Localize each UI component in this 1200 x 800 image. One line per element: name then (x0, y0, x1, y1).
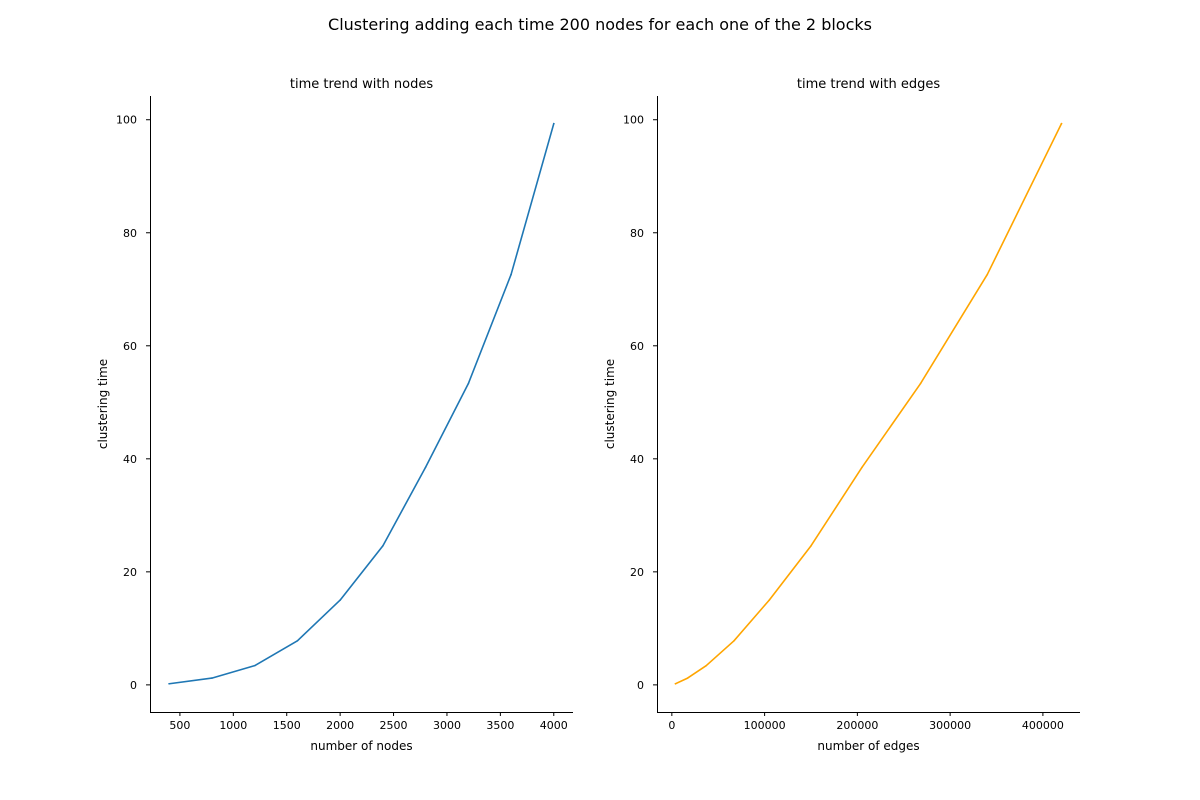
data-point (861, 466, 863, 469)
y-ticks: 0 20 40 60 80 100 (623, 114, 657, 692)
data-point (986, 273, 989, 276)
x-tick-label: 100000 (744, 719, 786, 732)
y-tick-label: 0 (637, 679, 644, 692)
y-tick-label: 20 (630, 566, 644, 579)
data-point (810, 545, 812, 547)
y-tick-label: 80 (630, 227, 644, 240)
x-ticks: 0 100000 200000 300000 400000 (668, 712, 1064, 732)
y-axis-label: clustering time (96, 359, 110, 449)
plot-area (168, 122, 555, 685)
x-tick-label: 400000 (1022, 719, 1064, 732)
data-point (705, 664, 707, 667)
data-point (168, 682, 171, 685)
x-tick-label: 500 (169, 719, 190, 732)
data-point (552, 122, 555, 125)
x-axis-label: number of edges (817, 739, 919, 753)
data-point (768, 599, 771, 601)
y-axis-label: clustering time (603, 359, 617, 449)
series-line (674, 122, 1063, 685)
x-tick-label: 200000 (836, 719, 878, 732)
x-tick-label: 1000 (219, 719, 247, 732)
x-tick-label: 4000 (540, 719, 568, 732)
y-tick-label: 40 (123, 453, 137, 466)
data-point (424, 466, 427, 469)
data-point (296, 639, 299, 642)
x-axis-label: number of nodes (310, 739, 412, 753)
plot-area (674, 122, 1063, 685)
y-tick-label: 60 (630, 340, 644, 353)
x-tick-label: 1500 (273, 719, 301, 732)
x-tick-label: 3500 (486, 719, 514, 732)
data-point (1060, 122, 1063, 125)
data-point (211, 677, 213, 679)
axes-title: time trend with nodes (290, 77, 433, 92)
axes-nodes: time trend with nodes number of nodes cl… (96, 77, 573, 753)
data-point (253, 664, 256, 667)
x-tick-label: 300000 (929, 719, 971, 732)
data-point (510, 273, 512, 276)
x-ticks: 500 1000 1500 2000 2500 3000 3500 4000 (169, 712, 568, 732)
data-point (674, 682, 677, 685)
y-tick-label: 100 (116, 114, 137, 127)
data-point (733, 639, 735, 642)
y-tick-label: 0 (130, 679, 137, 692)
axes-title: time trend with edges (797, 77, 940, 92)
y-tick-label: 20 (123, 566, 137, 579)
data-point (382, 545, 384, 547)
y-tick-label: 60 (123, 340, 137, 353)
x-tick-label: 2500 (380, 719, 408, 732)
figure-suptitle: Clustering adding each time 200 nodes fo… (328, 15, 872, 34)
x-tick-label: 3000 (433, 719, 461, 732)
axes-edges: time trend with edges number of edges cl… (603, 77, 1080, 753)
x-tick-label: 2000 (326, 719, 354, 732)
data-point (339, 599, 341, 601)
y-tick-label: 100 (623, 114, 644, 127)
y-tick-label: 40 (630, 453, 644, 466)
series-line (168, 122, 555, 685)
y-tick-label: 80 (123, 227, 137, 240)
data-point (919, 382, 922, 385)
data-point (467, 382, 470, 385)
data-point (686, 677, 689, 679)
y-ticks: 0 20 40 60 80 100 (116, 114, 150, 692)
x-tick-label: 0 (668, 719, 675, 732)
